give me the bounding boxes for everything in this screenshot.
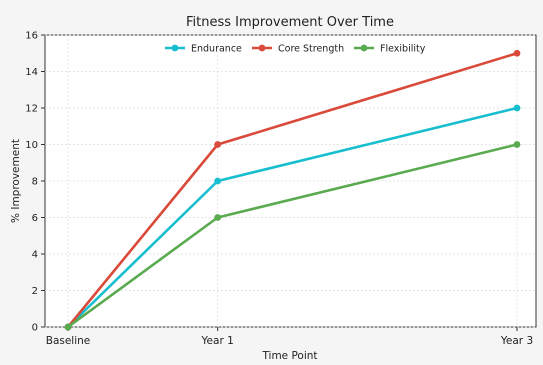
x-axis-label: Time Point [261,350,317,362]
chart-title: Fitness Improvement Over Time [186,15,394,30]
legend-label: Flexibility [380,44,426,55]
data-point [214,141,222,148]
legend-marker [360,44,368,52]
data-point [214,214,222,221]
y-tick-label: 4 [32,250,38,261]
y-tick-label: 10 [25,140,38,151]
y-tick-label: 8 [32,177,38,188]
legend: Endurance Core Strength Flexibility [165,44,426,55]
data-point [64,323,72,331]
data-point [513,49,521,57]
x-tick-label: Year 3 [500,335,533,347]
data-point [513,104,521,112]
y-tick-label: 2 [32,286,38,297]
legend-marker [258,44,266,52]
data-point [513,141,521,148]
data-point [214,177,222,185]
x-axis: Baseline Year 1 Year 3 [46,327,533,347]
y-axis-label: % Improvement [10,139,22,223]
legend-label: Endurance [191,44,242,55]
y-tick-label: 12 [25,104,38,115]
series-lines [64,49,521,331]
legend-label: Core Strength [278,44,344,55]
legend-marker [171,44,179,52]
y-axis: 0 2 4 6 8 10 12 14 16 [25,31,45,334]
y-tick-label: 0 [32,323,38,334]
y-tick-label: 14 [25,67,38,78]
y-tick-label: 16 [25,31,38,42]
y-tick-label: 6 [32,213,38,224]
x-tick-label: Baseline [46,335,91,347]
x-tick-label: Year 1 [201,335,234,347]
